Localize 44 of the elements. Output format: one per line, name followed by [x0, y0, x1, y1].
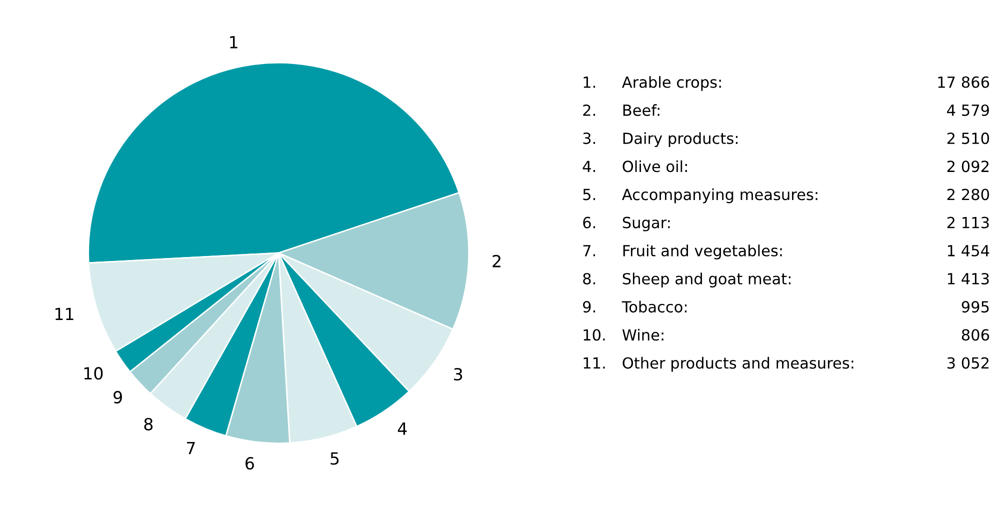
text: Wine:	[622, 328, 664, 341]
text: 995	[962, 301, 989, 313]
slice-label: 8	[144, 418, 153, 430]
text: Dairy products:	[623, 132, 738, 148]
text: Sheep and goat meat:	[622, 272, 790, 288]
text: 8.	[583, 272, 596, 285]
text: 806	[962, 329, 990, 341]
text: 7.	[583, 245, 596, 256]
text: 6.	[583, 216, 596, 228]
text: Beef:	[623, 104, 660, 116]
slice-label: 7	[186, 442, 195, 454]
text: Accompanying measures:	[622, 188, 818, 204]
text: 9.	[583, 301, 596, 313]
text: 1 413	[948, 272, 989, 285]
text: Fruit and vegetables:	[623, 244, 782, 260]
text: 5.	[583, 188, 596, 200]
slice-label: 1	[230, 36, 238, 48]
text: 1 454	[948, 245, 990, 256]
text: Other products and measures:	[622, 356, 854, 372]
slice-label: 3	[454, 368, 462, 381]
text: Tobacco:	[622, 300, 687, 313]
slice-label: 9	[114, 390, 122, 404]
text: 3.	[583, 132, 596, 144]
text: 2 092	[947, 160, 988, 172]
slice-label: 4	[398, 422, 407, 435]
text: Olive oil:	[622, 160, 687, 172]
text: 10.	[584, 329, 605, 341]
text: 2 280	[947, 188, 990, 200]
text: 2.	[583, 104, 596, 116]
text: 17 866	[938, 76, 990, 88]
slice-label: 5	[330, 452, 339, 465]
slice-label: 11	[55, 308, 74, 320]
slice-label: 2	[492, 254, 500, 268]
text: 2 113	[947, 216, 989, 228]
text: 4.	[582, 160, 596, 172]
text: 11.	[584, 357, 605, 369]
slice-label: 10	[84, 367, 103, 380]
text: 4 579	[947, 104, 989, 116]
text: Sugar:	[622, 216, 670, 232]
slice-label: 6	[246, 457, 254, 470]
text: Arable crops:	[622, 76, 721, 91]
text: 1.	[584, 76, 596, 88]
text: 3 052	[947, 357, 988, 369]
text: 2 510	[947, 132, 990, 144]
